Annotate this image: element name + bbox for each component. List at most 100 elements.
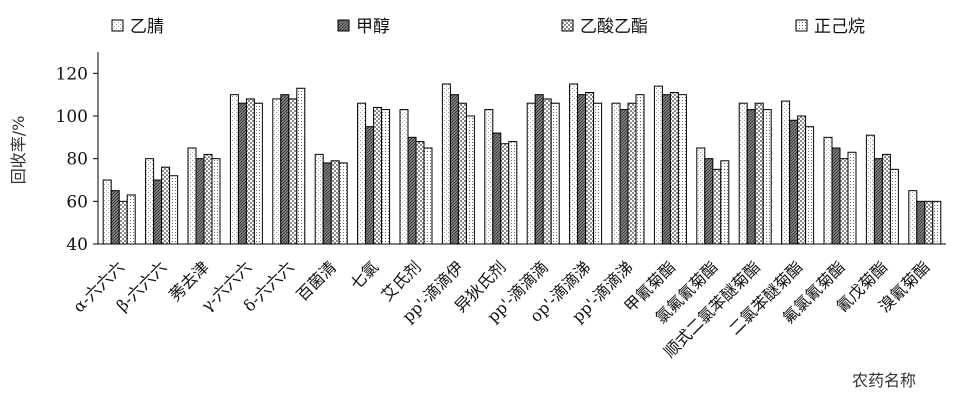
- bar: [381, 109, 391, 245]
- bar: [314, 153, 324, 245]
- bar: [526, 102, 536, 245]
- bar: [550, 102, 560, 245]
- y-axis-title: 回收率/%: [9, 116, 28, 185]
- y-tick-label: 100: [56, 107, 88, 127]
- bar: [881, 153, 891, 245]
- bar: [169, 175, 179, 245]
- bar: [423, 147, 433, 245]
- bar: [593, 102, 603, 245]
- bar: [449, 94, 459, 245]
- bar: [746, 109, 756, 245]
- bar-group: [865, 134, 899, 245]
- bar: [237, 102, 247, 245]
- y-tick-label: 120: [56, 64, 88, 84]
- bar-group: [145, 158, 179, 245]
- bar: [908, 190, 918, 245]
- bar: [823, 136, 833, 245]
- legend-item: 甲醇: [337, 17, 390, 37]
- bar-group: [484, 109, 518, 245]
- bar: [865, 134, 875, 245]
- bar-group: [399, 109, 433, 245]
- bar: [153, 179, 163, 245]
- bar: [805, 126, 815, 245]
- bar: [338, 162, 348, 245]
- y-tick-label: 80: [66, 150, 88, 170]
- bar: [415, 141, 425, 245]
- bar: [161, 166, 171, 245]
- legend-swatch: [795, 19, 808, 32]
- bar-group: [569, 83, 603, 245]
- y-tick-label: 60: [66, 192, 88, 212]
- bar-group: [908, 190, 942, 245]
- bar: [577, 94, 587, 245]
- x-tick-label: 七氯: [346, 257, 382, 293]
- legend-item: 乙酸乙酯: [561, 17, 648, 37]
- bar: [542, 98, 552, 245]
- bar: [932, 200, 942, 245]
- bar: [288, 98, 298, 245]
- bar: [873, 158, 883, 245]
- bar: [253, 102, 263, 245]
- bar-group: [781, 100, 815, 245]
- bar: [357, 102, 367, 245]
- bar: [669, 92, 679, 245]
- bar-group: [314, 153, 348, 245]
- bar: [720, 160, 730, 245]
- bar-group: [229, 94, 263, 245]
- bars: [102, 83, 942, 245]
- bar: [627, 102, 637, 245]
- bar: [619, 109, 629, 245]
- bar-group: [823, 136, 857, 245]
- bar-group: [696, 147, 730, 245]
- bar: [126, 194, 136, 245]
- legend-label: 甲醇: [356, 17, 390, 37]
- bar-group: [102, 179, 136, 245]
- bar-group: [357, 102, 391, 245]
- bar: [500, 143, 510, 245]
- x-tick-label: 百菌清: [293, 257, 340, 304]
- bar: [229, 94, 239, 245]
- bar: [781, 100, 791, 245]
- bar: [704, 158, 714, 245]
- bar-group: [441, 83, 475, 245]
- legend-swatch: [561, 19, 574, 32]
- legend-swatch: [111, 19, 124, 32]
- bar: [322, 162, 332, 245]
- bar: [272, 98, 282, 245]
- bar: [484, 109, 494, 245]
- bar-group: [187, 147, 221, 245]
- bar: [797, 115, 807, 245]
- bar: [738, 102, 748, 245]
- bar: [465, 115, 475, 245]
- bar: [696, 147, 706, 245]
- bar: [762, 109, 772, 245]
- bar: [508, 141, 518, 245]
- bar: [492, 132, 502, 245]
- legend: 乙腈 甲醇 乙酸乙酯 正己烷: [111, 17, 865, 37]
- bar-group: [738, 102, 772, 245]
- bar: [457, 102, 467, 245]
- legend-item: 正己烷: [795, 17, 865, 37]
- bar: [611, 102, 621, 245]
- bar: [635, 94, 645, 245]
- bar: [365, 126, 375, 245]
- bar-group: [611, 94, 645, 245]
- bar-group: [272, 87, 306, 245]
- bar: [330, 160, 340, 245]
- bar: [211, 158, 221, 245]
- bar: [441, 83, 451, 245]
- bar: [831, 147, 841, 245]
- bar: [118, 200, 128, 245]
- bar: [102, 179, 112, 245]
- bar-group: [526, 94, 560, 245]
- legend-swatch: [337, 19, 350, 32]
- bar: [661, 94, 671, 245]
- bar: [187, 147, 197, 245]
- bar: [653, 85, 663, 245]
- bar: [195, 158, 205, 245]
- bar: [373, 106, 383, 245]
- legend-label: 正己烷: [814, 17, 865, 37]
